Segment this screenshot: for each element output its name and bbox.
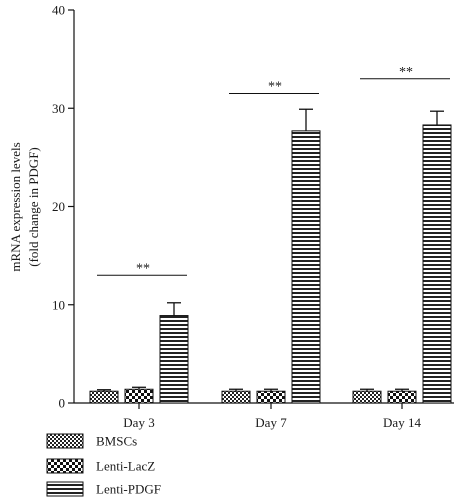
bar-bmscs [221, 390, 251, 404]
bar-lenti-lacz [387, 390, 417, 404]
bars [89, 108, 452, 404]
bar-lenti-pdgf [159, 315, 189, 404]
y-tick-label: 10 [52, 297, 65, 312]
bar-lenti-pdgf [422, 124, 452, 404]
legend-label: BMSCs [96, 434, 137, 449]
y-tick-label: 20 [52, 199, 65, 214]
legend-label: Lenti-LacZ [96, 459, 155, 474]
legend: BMSCs Lenti-LacZ Lenti-PDGF [46, 433, 161, 497]
legend-swatch [46, 433, 84, 449]
y-axis-label-line2: (fold change in PDGF) [26, 147, 41, 267]
x-tick-label: Day 7 [255, 415, 287, 430]
bar-lenti-pdgf [291, 130, 321, 404]
bar-lenti-lacz [124, 388, 154, 404]
y-tick-label: 0 [59, 396, 66, 411]
significance-label: ** [268, 80, 282, 95]
y-tick-label: 40 [52, 3, 65, 18]
significance-annotations: ** ** ** [97, 65, 450, 276]
legend-swatch [46, 481, 84, 497]
significance-label: ** [399, 65, 413, 80]
legend-swatch [46, 458, 84, 474]
axes: 0 10 20 30 40 Day 3 Day 7 Day 14 [52, 3, 454, 430]
y-tick-label: 30 [52, 101, 65, 116]
bar-lenti-lacz [256, 390, 286, 404]
x-tick-label: Day 3 [123, 415, 154, 430]
y-axis-label: mRNA expression levels (fold change in P… [8, 142, 41, 271]
bar-bmscs [352, 390, 382, 404]
bar-bmscs [89, 390, 119, 404]
y-axis-label-line1: mRNA expression levels [8, 142, 23, 271]
significance-label: ** [136, 261, 150, 276]
legend-label: Lenti-PDGF [96, 482, 161, 497]
x-tick-label: Day 14 [383, 415, 421, 430]
